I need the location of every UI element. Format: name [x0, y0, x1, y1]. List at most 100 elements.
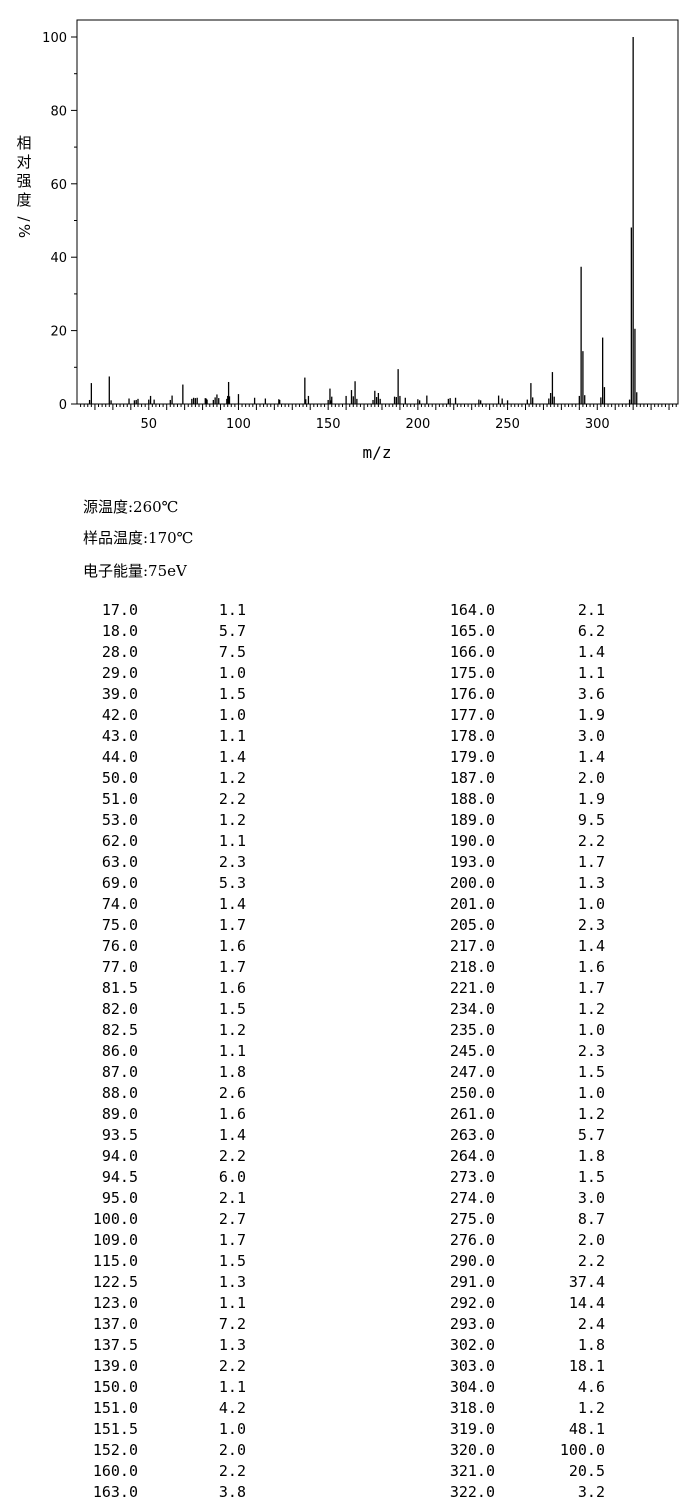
- peak-table-cell: 322.0: [449, 1483, 495, 1501]
- peak-table-cell: 293.0: [449, 1315, 495, 1333]
- peak-table-cell: 247.0: [449, 1063, 495, 1081]
- x-tick-label: 50: [140, 417, 157, 432]
- peak-table-cell: 264.0: [449, 1147, 495, 1165]
- peak-table-cell: 275.0: [449, 1210, 495, 1228]
- right-intensity-column: 2.1 6.2 1.4 1.1 3.6 1.9 3.0 1.4 2.0 1.9 9.5 2.2 1.7 1…: [540, 600, 605, 1503]
- peak-table-cell: 200.0: [449, 874, 495, 892]
- peak-table-cell: 2.0: [218, 1441, 246, 1459]
- peak-table-cell: 1.2: [218, 811, 246, 829]
- peak-table-cell: 51.0: [101, 790, 138, 808]
- electron-energy: 电子能量:75eV: [83, 562, 187, 580]
- peak-table-cell: 48.1: [568, 1420, 605, 1438]
- peak-table-cell: 123.0: [92, 1294, 138, 1312]
- peak-table-cell: 2.4: [577, 1315, 605, 1333]
- peak-table-cell: 43.0: [101, 727, 138, 745]
- peak-table-cell: 205.0: [449, 916, 495, 934]
- peak-table-cell: 2.3: [218, 853, 246, 871]
- peak-table-cell: 2.2: [577, 832, 605, 850]
- peak-table-cell: 17.0: [101, 601, 138, 619]
- peak-table-cell: 2.1: [577, 601, 605, 619]
- peak-table-cell: 1.3: [218, 1336, 246, 1354]
- peak-table-cell: 88.0: [101, 1084, 138, 1102]
- peak-table-cell: 100.0: [559, 1441, 605, 1459]
- peak-table-cell: 245.0: [449, 1042, 495, 1060]
- peak-table-cell: 1.4: [218, 895, 246, 913]
- peak-table-cell: 1.5: [577, 1168, 605, 1186]
- peak-table-cell: 82.0: [101, 1000, 138, 1018]
- peak-table-cell: 178.0: [449, 727, 495, 745]
- peak-table-cell: 250.0: [449, 1084, 495, 1102]
- peak-table-cell: 189.0: [449, 811, 495, 829]
- peak-table-cell: 151.5: [92, 1420, 138, 1438]
- peak-table-cell: 62.0: [101, 832, 138, 850]
- peak-table-cell: 76.0: [101, 937, 138, 955]
- peak-table-cell: 6.0: [218, 1168, 246, 1186]
- x-tick-label: 300: [585, 417, 610, 432]
- peak-table-cell: 6.2: [577, 622, 605, 640]
- peak-table-cell: 163.0: [92, 1483, 138, 1501]
- peak-table-cell: 1.1: [218, 727, 246, 745]
- y-tick-label: 60: [50, 178, 67, 193]
- peak-table-cell: 1.3: [577, 874, 605, 892]
- peak-table-cell: 1.7: [218, 916, 246, 934]
- peak-table-cell: 152.0: [92, 1441, 138, 1459]
- y-axis-title-char: 对: [16, 153, 31, 171]
- peak-table-cell: 69.0: [101, 874, 138, 892]
- peak-table-cell: 1.2: [577, 1399, 605, 1417]
- y-axis-title-char: 相: [16, 134, 31, 152]
- plot-border: [76, 19, 679, 405]
- peak-table-cell: 122.5: [92, 1273, 138, 1291]
- y-axis-title-char: 强: [16, 172, 31, 190]
- y-tick-label: 40: [50, 251, 67, 266]
- peak-table-cell: 2.3: [577, 1042, 605, 1060]
- peak-table-cell: 2.2: [218, 1462, 246, 1480]
- peak-table-cell: 164.0: [449, 601, 495, 619]
- peak-table-cell: 20.5: [568, 1462, 605, 1480]
- peak-table-cell: 2.2: [218, 790, 246, 808]
- peak-table-cell: 1.0: [218, 664, 246, 682]
- peak-table-cell: 7.5: [218, 643, 246, 661]
- peak-table-cell: 2.7: [218, 1210, 246, 1228]
- peak-table-cell: 2.2: [577, 1252, 605, 1270]
- left-mz-column: 17.0 18.0 28.0 29.0 39.0 42.0 43.0 44.0 50.0 51.0…: [70, 600, 138, 1503]
- peak-table: 17.0 18.0 28.0 29.0 39.0 42.0 43.0 44.0 50.0 51.0…: [0, 600, 687, 1503]
- peak-table-cell: 321.0: [449, 1462, 495, 1480]
- peak-table-cell: 1.0: [577, 1021, 605, 1039]
- y-axis-title-char: %: [15, 224, 33, 238]
- peak-table-cell: 82.5: [101, 1021, 138, 1039]
- peak-table-cell: 1.0: [218, 1420, 246, 1438]
- peak-table-cell: 1.1: [218, 1378, 246, 1396]
- peak-table-cell: 3.8: [218, 1483, 246, 1501]
- peak-table-cell: 1.4: [577, 937, 605, 955]
- peak-table-cell: 77.0: [101, 958, 138, 976]
- peak-table-cell: 28.0: [101, 643, 138, 661]
- peak-table-cell: 100.0: [92, 1210, 138, 1228]
- peak-table-cell: 190.0: [449, 832, 495, 850]
- peak-table-cell: 151.0: [92, 1399, 138, 1417]
- axis-ticks: 50 100 150 200 250 300 0 20 40 60 80 100: [42, 31, 677, 432]
- peak-table-cell: 8.7: [577, 1210, 605, 1228]
- peak-table-cell: 18.0: [101, 622, 138, 640]
- peak-table-cell: 75.0: [101, 916, 138, 934]
- peak-table-cell: 89.0: [101, 1105, 138, 1123]
- peak-table-cell: 1.4: [218, 1126, 246, 1144]
- peak-table-cell: 1.6: [218, 937, 246, 955]
- peak-table-cell: 95.0: [101, 1189, 138, 1207]
- peak-table-cell: 261.0: [449, 1105, 495, 1123]
- peak-table-cell: 4.6: [577, 1378, 605, 1396]
- peak-table-cell: 1.4: [218, 748, 246, 766]
- peak-table-cell: 1.0: [218, 706, 246, 724]
- peak-table-cell: 94.5: [101, 1168, 138, 1186]
- peak-table-cell: 1.5: [218, 1252, 246, 1270]
- peak-table-cell: 1.9: [577, 790, 605, 808]
- peak-table-cell: 39.0: [101, 685, 138, 703]
- peak-table-cell: 318.0: [449, 1399, 495, 1417]
- right-mz-column: 164.0 165.0 166.0 175.0 176.0 177.0 178.0 179.0…: [425, 600, 495, 1503]
- peak-table-cell: 1.2: [577, 1000, 605, 1018]
- peak-table-cell: 1.7: [577, 979, 605, 997]
- x-axis-title: m/z: [363, 443, 392, 462]
- peak-table-cell: 1.6: [218, 1105, 246, 1123]
- peak-table-cell: 304.0: [449, 1378, 495, 1396]
- peak-table-cell: 176.0: [449, 685, 495, 703]
